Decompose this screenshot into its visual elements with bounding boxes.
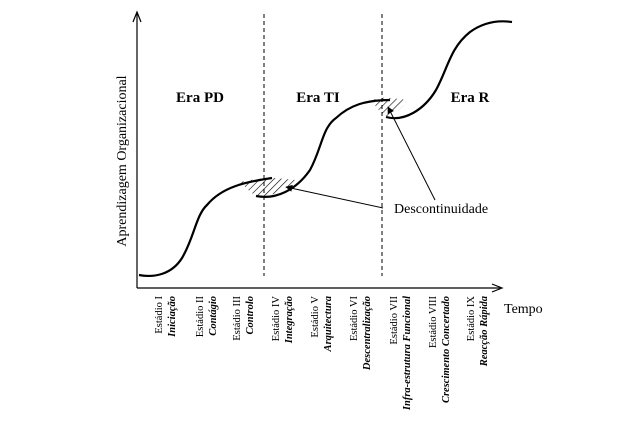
growth-curve-era-pd — [138, 176, 273, 277]
stage-9-desc: Reacção Rápida — [479, 296, 490, 367]
discontinuity-label: Descontinuidade — [394, 202, 488, 217]
stage-9-name: Estádio IX — [466, 296, 477, 342]
stage-8-name: Estádio VIII — [428, 296, 439, 349]
discontinuity-hatch-1 — [240, 178, 296, 197]
stage-4-desc: Integração — [284, 296, 295, 344]
stage-2-name: Estádio II — [195, 296, 206, 338]
stage-5-desc: Arquitectura — [323, 296, 334, 352]
discontinuity-arrow-1 — [285, 184, 384, 209]
stage-6-desc: Descentralização — [362, 296, 373, 371]
stage-3-name: Estádio III — [232, 296, 243, 341]
stage-6-name: Estádio VI — [349, 296, 360, 342]
stage-1-name: Estádio I — [154, 296, 165, 334]
stage-8-desc: Crescimento Concertado — [441, 296, 452, 403]
stage-3-desc: Controlo — [245, 296, 256, 335]
era-label-r: Era R — [451, 90, 490, 106]
growth-curve-era-ti — [255, 98, 391, 198]
x-axis-arrow — [491, 283, 504, 293]
stage-7-desc: Infra-estrutura Funcional — [402, 296, 413, 411]
stage-1-desc: Iniciação — [167, 296, 178, 338]
stage-5-name: Estádio V — [310, 296, 321, 338]
y-axis-arrow — [132, 10, 142, 23]
x-axis-label: Tempo — [504, 302, 543, 317]
era-label-ti: Era TI — [296, 90, 340, 106]
discontinuity-arrow-2 — [387, 106, 436, 201]
stage-labels: Estádio I Iniciação Estádio II Contágio … — [154, 296, 490, 412]
stage-7-name: Estádio VII — [389, 296, 400, 345]
stage-2-desc: Contágio — [208, 296, 219, 336]
growth-curve-era-r — [385, 20, 513, 120]
y-axis-label: Aprendizagem Organizacional — [115, 75, 130, 246]
stage-4-name: Estádio IV — [271, 296, 282, 342]
era-label-pd: Era PD — [176, 90, 224, 106]
